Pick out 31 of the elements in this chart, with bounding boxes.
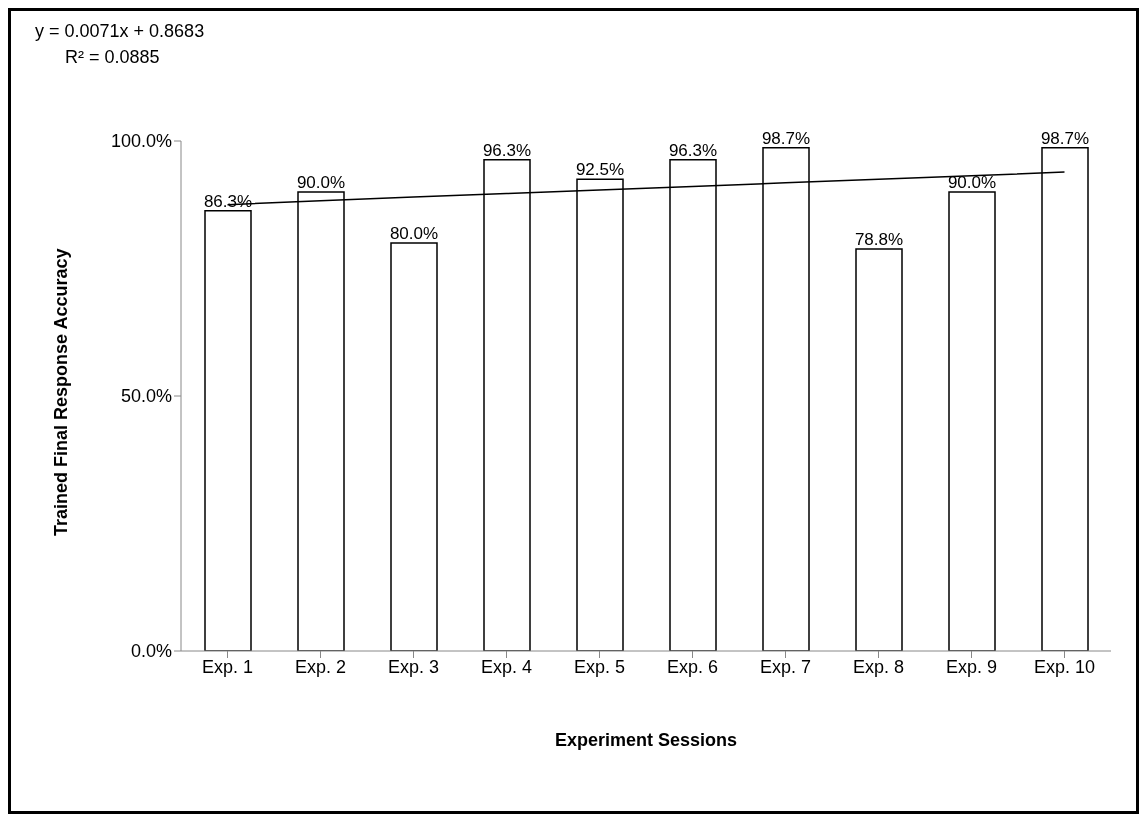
x-tick-label: Exp. 6 — [666, 656, 719, 677]
data-label: 96.3% — [482, 140, 532, 160]
x-tick-label: Exp. 8 — [852, 656, 905, 677]
text: y = 0.0071x + 0.8683 — [35, 21, 205, 42]
x-axis-title: Experiment Sessions — [554, 730, 738, 750]
x-tick-label: Exp. 10 — [1033, 656, 1096, 677]
bar — [204, 210, 252, 651]
x-tick-label: Exp. 1 — [201, 656, 254, 677]
y-axis-title: Trained Final Response Accuracy — [51, 248, 72, 536]
bar — [855, 248, 903, 651]
x-tick-label: Exp. 3 — [387, 656, 440, 677]
data-label: 90.0% — [947, 173, 997, 192]
data-label: 78.8% — [854, 230, 904, 250]
data-label: 98.7% — [761, 128, 811, 148]
bar — [948, 191, 996, 651]
x-tick-label: Exp. 2 — [294, 656, 347, 677]
data-label: 80.0% — [389, 224, 439, 243]
data-label: 86.3% — [203, 191, 253, 211]
bar — [390, 242, 438, 651]
data-label: 90.0% — [296, 173, 346, 192]
x-tick-label: Exp. 4 — [480, 656, 533, 677]
y-tick-label: 50.0% — [120, 386, 172, 407]
y-tick-label: 0.0% — [130, 641, 172, 662]
data-label: 98.7% — [1040, 128, 1090, 148]
x-tick-label: Exp. 7 — [759, 656, 812, 677]
data-label: 92.5% — [575, 160, 625, 180]
x-tick-label: Exp. 5 — [573, 656, 626, 677]
x-tick-label: Exp. 9 — [945, 656, 998, 677]
y-tick-label: 100.0% — [110, 131, 172, 152]
text: R² = 0.0885 — [65, 47, 160, 68]
data-label: 96.3% — [668, 140, 718, 160]
